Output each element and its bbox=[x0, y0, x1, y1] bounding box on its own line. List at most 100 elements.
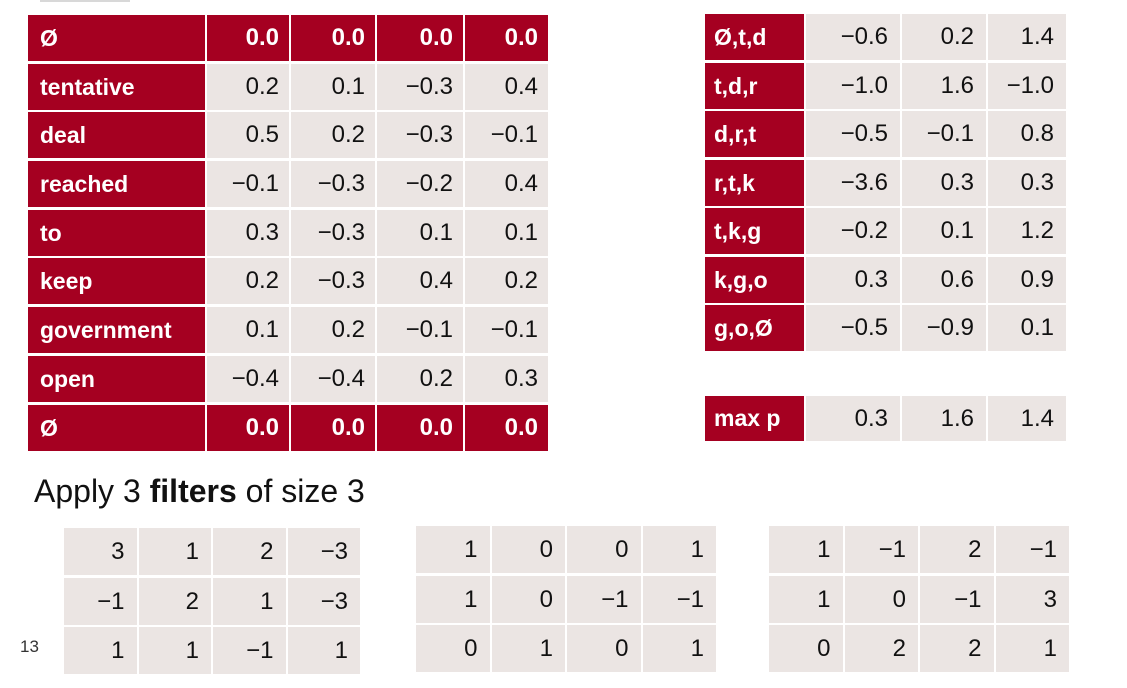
table-cell: 0 bbox=[491, 575, 565, 623]
table-cell: −1 bbox=[995, 526, 1069, 573]
row-label: r,t,k bbox=[705, 159, 804, 206]
table-cell: −0.3 bbox=[291, 258, 375, 305]
table-cell: 1 bbox=[995, 625, 1069, 672]
table-row: t,k,g −0.2 0.1 1.2 bbox=[705, 208, 1066, 254]
row-label: t,k,g bbox=[705, 208, 804, 254]
table-cell: 1.6 bbox=[902, 62, 986, 109]
row-label: to bbox=[28, 209, 205, 256]
table-cell: 0.4 bbox=[377, 258, 463, 305]
table-cell: 0.2 bbox=[291, 307, 375, 354]
table-cell: 0.2 bbox=[207, 63, 289, 110]
table-cell: 0.2 bbox=[207, 258, 289, 305]
table-cell: 0.2 bbox=[291, 112, 375, 159]
row-label: open bbox=[28, 355, 205, 402]
table-cell: 0.4 bbox=[465, 161, 548, 208]
row-label: Ø bbox=[28, 404, 205, 451]
table-cell: −1.0 bbox=[988, 62, 1066, 109]
caption-prefix: Apply 3 bbox=[34, 473, 150, 509]
table-cell: 0.1 bbox=[465, 209, 548, 256]
table-cell: 0.1 bbox=[902, 208, 986, 254]
table-cell: −0.4 bbox=[291, 355, 375, 402]
table-cell: 0.2 bbox=[465, 258, 548, 305]
table-cell: 0.0 bbox=[377, 404, 463, 451]
table-row: −1 2 1 −3 bbox=[64, 577, 360, 625]
table-cell: 0.3 bbox=[902, 159, 986, 206]
table-cell: 1 bbox=[287, 627, 360, 674]
table-row: t,d,r −1.0 1.6 −1.0 bbox=[705, 62, 1066, 109]
table-cell: −0.3 bbox=[377, 112, 463, 159]
table-cell: 1.4 bbox=[988, 14, 1066, 60]
table-row: keep 0.2 −0.3 0.4 0.2 bbox=[28, 258, 548, 305]
table-cell: 1.4 bbox=[988, 396, 1066, 441]
table-row: open −0.4 −0.4 0.2 0.3 bbox=[28, 355, 548, 402]
table-cell: 0.6 bbox=[902, 256, 986, 303]
table-cell: −0.5 bbox=[806, 305, 900, 351]
row-label: Ø bbox=[28, 15, 205, 61]
table-cell: −1.0 bbox=[806, 62, 900, 109]
table-cell: 0.8 bbox=[988, 111, 1066, 157]
table-cell: 1 bbox=[769, 575, 843, 623]
table-cell: −1 bbox=[844, 526, 918, 573]
table-cell: −1 bbox=[920, 575, 994, 623]
table-cell: 0.9 bbox=[988, 256, 1066, 303]
table-cell: −0.2 bbox=[806, 208, 900, 254]
slide-number: 13 bbox=[20, 637, 39, 656]
table-cell: 0.0 bbox=[207, 404, 289, 451]
table-cell: −3 bbox=[287, 528, 360, 575]
table-cell: 0.5 bbox=[207, 112, 289, 159]
table-cell: 0 bbox=[769, 625, 843, 672]
table-row: 1 0 −1 −1 bbox=[416, 575, 716, 623]
row-label: Ø,t,d bbox=[705, 14, 804, 60]
row-label: t,d,r bbox=[705, 62, 804, 109]
table-cell: −0.3 bbox=[291, 209, 375, 256]
table-cell: −0.9 bbox=[902, 305, 986, 351]
table-row: d,r,t −0.5 −0.1 0.8 bbox=[705, 111, 1066, 157]
table-cell: 1 bbox=[138, 528, 211, 575]
table-row: Ø,t,d −0.6 0.2 1.4 bbox=[705, 14, 1066, 60]
table-cell: 0 bbox=[567, 526, 641, 573]
table-cell: 0.3 bbox=[806, 396, 900, 441]
table-row: reached −0.1 −0.3 −0.2 0.4 bbox=[28, 161, 548, 208]
filter-table: 1 −1 2 −1 1 0 −1 3 0 2 2 1 bbox=[769, 526, 1069, 675]
table-cell: −3.6 bbox=[806, 159, 900, 206]
table-cell: 0.2 bbox=[902, 14, 986, 60]
table-cell: 1.6 bbox=[902, 396, 986, 441]
table-cell: 0.0 bbox=[377, 15, 463, 61]
table-cell: 1.2 bbox=[988, 208, 1066, 254]
table-cell: 0 bbox=[567, 625, 641, 672]
row-label: keep bbox=[28, 258, 205, 305]
row-label: max p bbox=[705, 396, 804, 441]
table-cell: 0.0 bbox=[207, 15, 289, 61]
table-cell: 0.1 bbox=[377, 209, 463, 256]
table-row: k,g,o 0.3 0.6 0.9 bbox=[705, 256, 1066, 303]
table-cell: 0.0 bbox=[291, 15, 375, 61]
row-label: government bbox=[28, 307, 205, 354]
table-cell: 2 bbox=[213, 528, 286, 575]
table-cell: 1 bbox=[769, 526, 843, 573]
table-cell: 0.2 bbox=[377, 355, 463, 402]
table-cell: 1 bbox=[642, 526, 716, 573]
caption: Apply 3 filters of size 3 bbox=[34, 473, 365, 510]
table-cell: 0.0 bbox=[291, 404, 375, 451]
table-cell: 0.4 bbox=[465, 63, 548, 110]
row-label: k,g,o bbox=[705, 256, 804, 303]
embedding-table: Ø 0.0 0.0 0.0 0.0 tentative 0.2 0.1 −0.3… bbox=[28, 15, 548, 453]
row-label: g,o,Ø bbox=[705, 305, 804, 351]
table-cell: −0.6 bbox=[806, 14, 900, 60]
table-cell: 2 bbox=[138, 577, 211, 625]
table-cell: −0.1 bbox=[377, 307, 463, 354]
table-cell: 2 bbox=[920, 625, 994, 672]
table-cell: 0.3 bbox=[465, 355, 548, 402]
conv-output-table: Ø,t,d −0.6 0.2 1.4 t,d,r −1.0 1.6 −1.0 d… bbox=[705, 14, 1066, 354]
table-cell: 3 bbox=[64, 528, 137, 575]
filter-table: 3 1 2 −3 −1 2 1 −3 1 1 −1 1 bbox=[64, 528, 360, 677]
table-cell: 2 bbox=[920, 526, 994, 573]
table-cell: 1 bbox=[491, 625, 565, 672]
table-cell: 0.3 bbox=[806, 256, 900, 303]
table-row: tentative 0.2 0.1 −0.3 0.4 bbox=[28, 63, 548, 110]
table-cell: 1 bbox=[416, 575, 490, 623]
table-cell: 2 bbox=[844, 625, 918, 672]
table-cell: 1 bbox=[213, 577, 286, 625]
row-label: reached bbox=[28, 161, 205, 208]
table-cell: −0.4 bbox=[207, 355, 289, 402]
